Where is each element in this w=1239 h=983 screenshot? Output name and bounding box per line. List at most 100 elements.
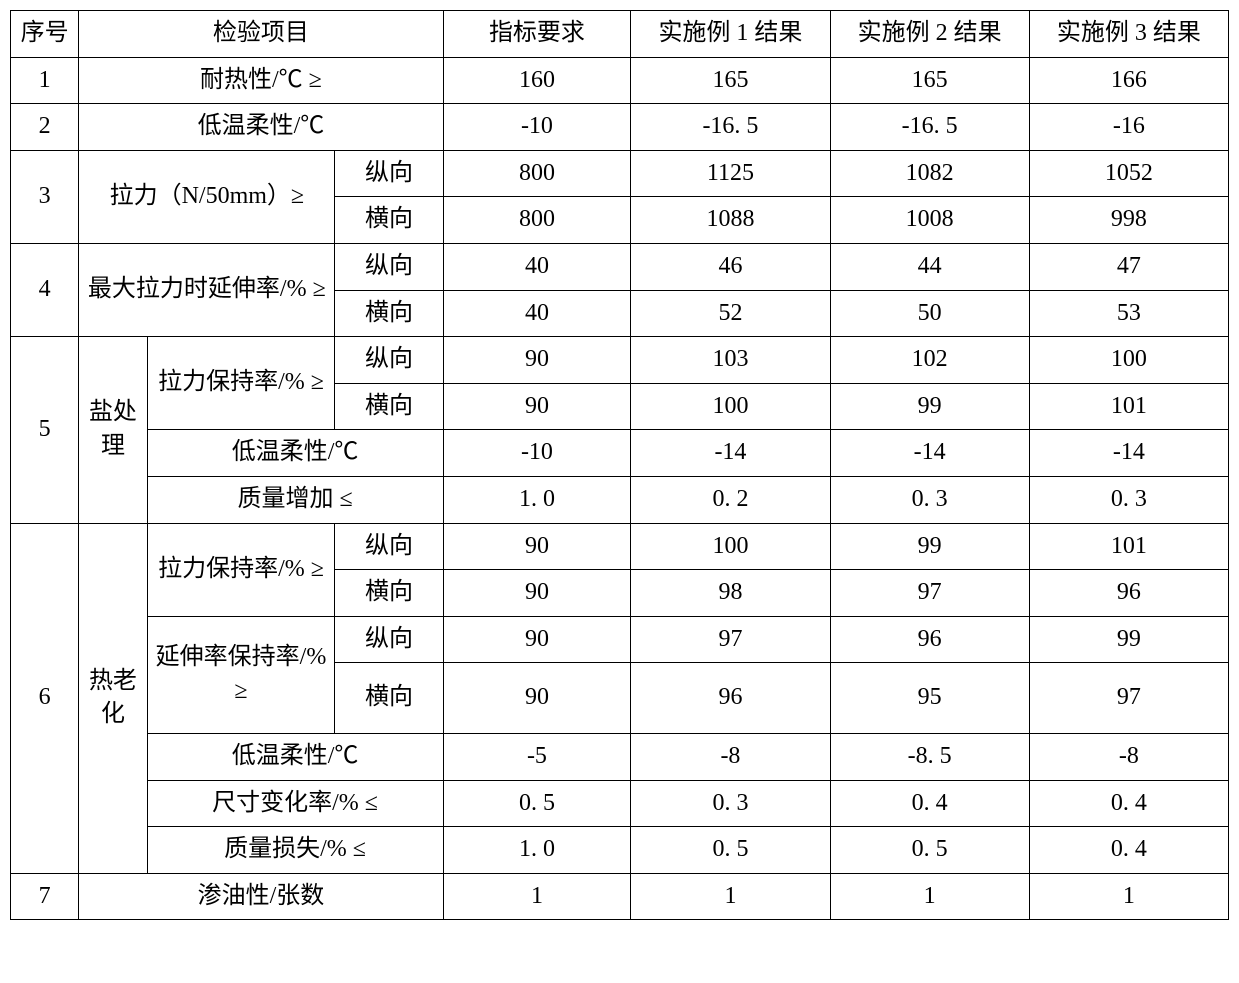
cell-seq: 2 (11, 104, 79, 151)
cell-req: 800 (443, 150, 631, 197)
table-row: 尺寸变化率/% ≤ 0. 5 0. 3 0. 4 0. 4 (11, 780, 1229, 827)
cell-dir: 纵向 (335, 337, 443, 384)
table-row: 3 拉力（N/50mm）≥ 纵向 800 1125 1082 1052 (11, 150, 1229, 197)
table-row: 4 最大拉力时延伸率/% ≥ 纵向 40 46 44 47 (11, 243, 1229, 290)
cell-e2: 97 (830, 570, 1029, 617)
cell-e2: 44 (830, 243, 1029, 290)
cell-e3: 0. 4 (1029, 780, 1228, 827)
cell-item: 拉力（N/50mm）≥ (79, 150, 335, 243)
cell-group: 盐处理 (79, 337, 147, 523)
cell-e3: 101 (1029, 523, 1228, 570)
cell-req: 90 (443, 523, 631, 570)
cell-req: -10 (443, 104, 631, 151)
cell-e1: 52 (631, 290, 830, 337)
cell-e3: 998 (1029, 197, 1228, 244)
cell-e2: 165 (830, 57, 1029, 104)
cell-item: 最大拉力时延伸率/% ≥ (79, 243, 335, 336)
cell-seq: 1 (11, 57, 79, 104)
cell-e3: 166 (1029, 57, 1228, 104)
cell-e3: 101 (1029, 383, 1228, 430)
cell-seq: 4 (11, 243, 79, 336)
cell-e1: 0. 3 (631, 780, 830, 827)
cell-e2: 1082 (830, 150, 1029, 197)
cell-e1: 100 (631, 383, 830, 430)
cell-req: 90 (443, 383, 631, 430)
table-row: 1 耐热性/℃ ≥ 160 165 165 166 (11, 57, 1229, 104)
cell-dir: 纵向 (335, 616, 443, 663)
cell-req: 90 (443, 570, 631, 617)
test-results-table: 序号 检验项目 指标要求 实施例 1 结果 实施例 2 结果 实施例 3 结果 … (10, 10, 1229, 920)
cell-e2: 0. 4 (830, 780, 1029, 827)
cell-e3: 0. 3 (1029, 476, 1228, 523)
cell-e3: 1052 (1029, 150, 1228, 197)
table-row: 6 热老化 拉力保持率/% ≥ 纵向 90 100 99 101 (11, 523, 1229, 570)
cell-e1: -16. 5 (631, 104, 830, 151)
cell-e3: -8 (1029, 733, 1228, 780)
table-row: 质量增加 ≤ 1. 0 0. 2 0. 3 0. 3 (11, 476, 1229, 523)
table-row: 5 盐处理 拉力保持率/% ≥ 纵向 90 103 102 100 (11, 337, 1229, 384)
cell-e3: 97 (1029, 663, 1228, 734)
cell-item: 低温柔性/℃ (79, 104, 443, 151)
cell-group: 热老化 (79, 523, 147, 873)
cell-req: 90 (443, 663, 631, 734)
cell-e3: 1 (1029, 873, 1228, 920)
cell-seq: 5 (11, 337, 79, 523)
cell-dir: 横向 (335, 290, 443, 337)
cell-item: 拉力保持率/% ≥ (147, 523, 335, 616)
cell-req: 160 (443, 57, 631, 104)
cell-e1: 1 (631, 873, 830, 920)
header-ex2: 实施例 2 结果 (830, 11, 1029, 58)
cell-item: 渗油性/张数 (79, 873, 443, 920)
cell-e2: 0. 5 (830, 827, 1029, 874)
cell-e1: 100 (631, 523, 830, 570)
cell-e2: -8. 5 (830, 733, 1029, 780)
header-ex1: 实施例 1 结果 (631, 11, 830, 58)
cell-e1: 97 (631, 616, 830, 663)
cell-e2: 1 (830, 873, 1029, 920)
cell-e3: 100 (1029, 337, 1228, 384)
table-row: 低温柔性/℃ -10 -14 -14 -14 (11, 430, 1229, 477)
cell-e1: 103 (631, 337, 830, 384)
cell-e1: -14 (631, 430, 830, 477)
cell-item: 质量损失/% ≤ (147, 827, 443, 874)
table-row: 7 渗油性/张数 1 1 1 1 (11, 873, 1229, 920)
cell-e1: 96 (631, 663, 830, 734)
cell-e1: -8 (631, 733, 830, 780)
cell-req: 1 (443, 873, 631, 920)
header-ex3: 实施例 3 结果 (1029, 11, 1228, 58)
cell-e2: 99 (830, 383, 1029, 430)
table-header-row: 序号 检验项目 指标要求 实施例 1 结果 实施例 2 结果 实施例 3 结果 (11, 11, 1229, 58)
cell-req: 40 (443, 290, 631, 337)
cell-e3: 47 (1029, 243, 1228, 290)
cell-item: 耐热性/℃ ≥ (79, 57, 443, 104)
cell-req: 0. 5 (443, 780, 631, 827)
cell-seq: 6 (11, 523, 79, 873)
cell-dir: 纵向 (335, 523, 443, 570)
cell-item: 低温柔性/℃ (147, 430, 443, 477)
cell-e3: 0. 4 (1029, 827, 1228, 874)
cell-e2: -14 (830, 430, 1029, 477)
cell-e3: -14 (1029, 430, 1228, 477)
cell-dir: 纵向 (335, 243, 443, 290)
cell-req: -10 (443, 430, 631, 477)
cell-e2: -16. 5 (830, 104, 1029, 151)
cell-req: 40 (443, 243, 631, 290)
cell-req: 90 (443, 337, 631, 384)
cell-seq: 3 (11, 150, 79, 243)
cell-req: 1. 0 (443, 476, 631, 523)
cell-e3: 99 (1029, 616, 1228, 663)
cell-e1: 46 (631, 243, 830, 290)
table-row: 低温柔性/℃ -5 -8 -8. 5 -8 (11, 733, 1229, 780)
cell-e3: 96 (1029, 570, 1228, 617)
cell-e1: 0. 5 (631, 827, 830, 874)
header-seq: 序号 (11, 11, 79, 58)
cell-e2: 95 (830, 663, 1029, 734)
cell-item: 延伸率保持率/% ≥ (147, 616, 335, 733)
cell-e1: 165 (631, 57, 830, 104)
cell-dir: 横向 (335, 197, 443, 244)
cell-e1: 1125 (631, 150, 830, 197)
cell-e2: 102 (830, 337, 1029, 384)
cell-e2: 96 (830, 616, 1029, 663)
header-req: 指标要求 (443, 11, 631, 58)
cell-item: 拉力保持率/% ≥ (147, 337, 335, 430)
